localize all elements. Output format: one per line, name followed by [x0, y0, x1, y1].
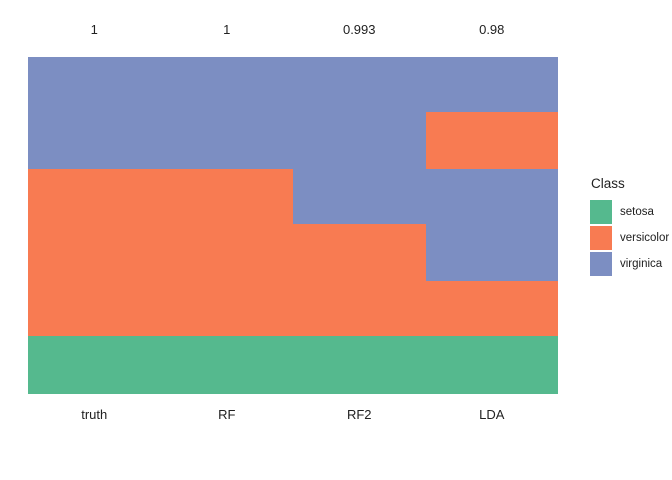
segment-virginica — [425, 168, 558, 281]
x-axis-label-lda: LDA — [479, 407, 505, 422]
segment-versicolor — [293, 224, 426, 337]
segment-virginica — [160, 57, 293, 169]
score-label-rf: 1 — [223, 22, 231, 37]
x-axis-label-rf: RF — [218, 407, 236, 422]
segment-setosa — [28, 336, 161, 394]
x-axis-labels: truth RF RF2 LDA — [28, 408, 558, 422]
legend-key-virginica: virginica — [590, 252, 669, 276]
column-rf — [160, 57, 293, 394]
legend: Class setosa versicolor virginica — [590, 176, 669, 278]
segment-setosa — [425, 336, 558, 394]
legend-label-setosa: setosa — [620, 206, 654, 218]
legend-swatch-virginica — [590, 252, 612, 276]
x-axis-label-truth: truth — [81, 407, 108, 422]
score-label-truth: 1 — [90, 22, 98, 37]
segment-versicolor — [160, 168, 293, 337]
legend-label-versicolor: versicolor — [620, 232, 670, 244]
legend-key-versicolor: versicolor — [590, 226, 669, 250]
column-rf2 — [293, 57, 426, 394]
score-label-lda: 0.98 — [479, 22, 505, 37]
segment-setosa — [160, 336, 293, 394]
segment-versicolor — [425, 111, 558, 169]
score-label-rf2: 0.993 — [342, 22, 376, 37]
segment-setosa — [293, 336, 426, 394]
x-axis-label-rf2: RF2 — [346, 407, 372, 422]
legend-key-setosa: setosa — [590, 200, 669, 224]
segment-virginica — [28, 57, 161, 169]
segment-virginica — [425, 57, 558, 112]
segment-versicolor — [425, 280, 558, 337]
segment-virginica — [293, 57, 426, 225]
plot-area — [28, 57, 558, 394]
column-score-labels: 1 1 0.993 0.98 — [28, 23, 558, 37]
legend-title: Class — [591, 176, 625, 191]
column-truth — [28, 57, 161, 394]
segment-versicolor — [28, 168, 161, 337]
column-lda — [425, 57, 558, 394]
legend-swatch-setosa — [590, 200, 612, 224]
legend-swatch-versicolor — [590, 226, 612, 250]
legend-label-virginica: virginica — [620, 258, 663, 270]
